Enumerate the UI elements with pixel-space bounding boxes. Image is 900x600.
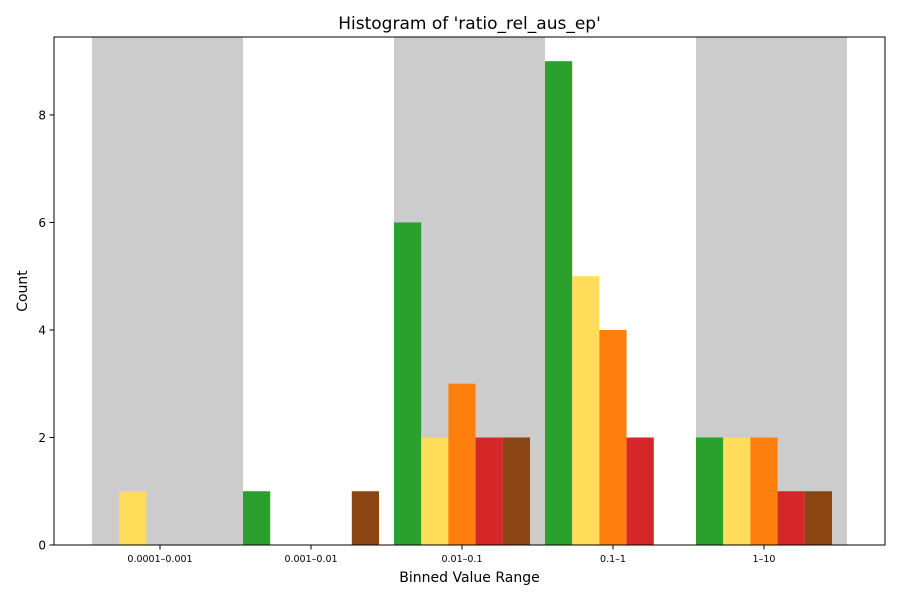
x-tick-label: 0.001–0.01: [284, 554, 337, 565]
x-tick-label: 0.1–1: [600, 554, 626, 565]
bar-series2-cat4: [750, 437, 778, 545]
x-axis-label: Binned Value Range: [399, 570, 539, 586]
bar-series4-cat2: [502, 437, 530, 545]
bar-series0-cat4: [696, 437, 724, 545]
y-axis-ticks: 0 2 4 6 8: [38, 108, 54, 553]
bar-series2-cat3: [599, 329, 627, 545]
bar-series1-cat4: [723, 437, 751, 545]
bar-series3-cat2: [475, 437, 503, 545]
bar-series3-cat3: [626, 437, 654, 545]
x-axis-ticks: 0.0001–0.001 0.001–0.01 0.01–0.1 0.1–1 1–10: [127, 545, 775, 565]
bar-series4-cat4: [804, 491, 832, 545]
bar-series4-cat1: [351, 491, 379, 545]
x-tick-label: 0.01–0.1: [441, 554, 482, 565]
bar-series0-cat1: [243, 491, 271, 545]
bar-series0-cat2: [394, 222, 422, 545]
bar-series1-cat2: [421, 437, 449, 545]
bar-series1-cat3: [572, 276, 600, 545]
plot-frame: [53, 36, 886, 546]
y-tick-label: 6: [38, 216, 46, 230]
x-tick-label: 1–10: [753, 554, 776, 565]
bar-series0-cat3: [545, 61, 573, 545]
bar-series1-cat0: [119, 491, 147, 545]
y-tick-label: 4: [38, 323, 46, 337]
bar-series2-cat2: [448, 383, 476, 545]
y-tick-label: 0: [38, 539, 46, 553]
category-band-0: [92, 37, 243, 545]
bar-group: [119, 61, 832, 545]
chart-title: Histogram of 'ratio_rel_aus_ep': [338, 14, 601, 34]
y-tick-label: 8: [38, 108, 46, 122]
y-tick-label: 2: [38, 431, 46, 445]
x-tick-label: 0.0001–0.001: [127, 554, 192, 565]
bar-series3-cat4: [777, 491, 805, 545]
y-axis-label: Count: [15, 270, 31, 312]
